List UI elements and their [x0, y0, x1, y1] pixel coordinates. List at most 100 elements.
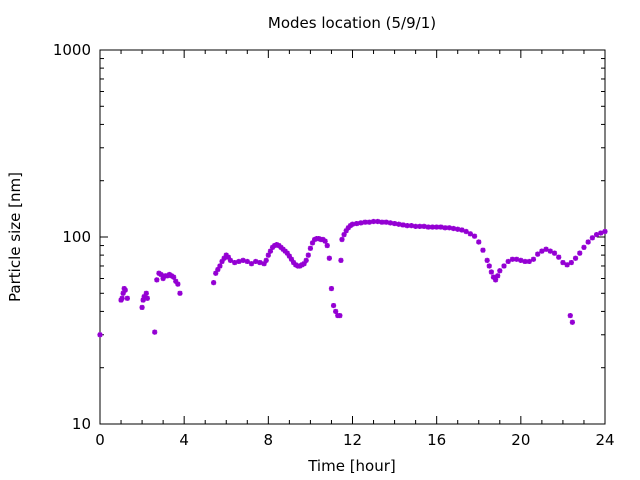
plot-frame — [99, 49, 606, 425]
data-point — [263, 257, 269, 263]
data-point — [154, 277, 160, 283]
data-point — [160, 275, 166, 282]
data-point — [280, 246, 286, 252]
data-point — [413, 223, 419, 229]
data-point — [408, 223, 415, 229]
data-point — [354, 220, 360, 227]
data-point — [564, 262, 570, 268]
data-point — [326, 255, 332, 261]
data-point — [303, 257, 309, 263]
data-point — [362, 219, 368, 225]
data-point — [124, 295, 130, 301]
data-point — [467, 231, 473, 237]
data-point — [560, 259, 566, 266]
data-point — [514, 256, 520, 262]
data-point — [585, 239, 591, 245]
data-point — [375, 218, 381, 225]
data-point — [370, 218, 377, 225]
x-axis-label: Time [hour] — [307, 457, 396, 475]
data-point — [276, 242, 282, 249]
data-point — [581, 244, 587, 250]
data-point — [274, 242, 280, 248]
x-tick-label: 0 — [95, 431, 105, 449]
data-point — [221, 255, 227, 261]
data-point — [593, 231, 600, 238]
data-point — [492, 277, 499, 283]
data-point — [522, 258, 528, 265]
data-point — [225, 254, 231, 260]
data-point — [450, 225, 457, 232]
data-point — [530, 256, 537, 262]
data-point — [459, 227, 465, 233]
y-tick-label: 1000 — [53, 41, 91, 59]
data-point — [175, 281, 181, 287]
data-point — [404, 223, 410, 229]
data-point — [338, 257, 344, 263]
x-tick-label: 24 — [595, 431, 614, 449]
data-point — [343, 228, 349, 234]
data-point — [387, 220, 393, 226]
data-point — [421, 223, 427, 229]
data-point — [144, 295, 150, 301]
data-point — [438, 224, 444, 230]
x-tick-label: 12 — [343, 431, 362, 449]
data-point — [486, 263, 492, 269]
data-point — [120, 290, 126, 296]
x-tick-label: 16 — [427, 431, 446, 449]
data-point — [497, 268, 503, 274]
data-point — [248, 261, 255, 267]
data-point — [446, 225, 452, 231]
data-point — [290, 259, 297, 266]
data-point — [391, 220, 398, 227]
data-point — [602, 228, 608, 235]
x-tick-label: 8 — [264, 431, 274, 449]
data-point — [455, 226, 461, 232]
data-point — [288, 256, 295, 262]
data-point — [471, 233, 478, 239]
data-point — [267, 248, 274, 254]
data-point — [396, 221, 402, 227]
data-point — [535, 251, 541, 257]
data-point — [345, 225, 351, 231]
data-point — [282, 248, 288, 254]
data-point — [307, 245, 314, 251]
data-point — [223, 252, 229, 258]
data-point — [379, 219, 385, 225]
data-point — [567, 312, 573, 319]
data-point — [177, 290, 183, 296]
data-point — [278, 244, 284, 250]
data-point — [211, 280, 217, 286]
data-point — [383, 219, 389, 225]
data-point — [141, 294, 147, 300]
data-point — [572, 255, 579, 261]
data-point — [488, 269, 494, 275]
data-point — [305, 252, 311, 258]
data-point — [505, 258, 511, 265]
data-point — [312, 236, 318, 243]
chart-title: Modes location (5/9/1) — [268, 14, 436, 32]
data-point — [143, 290, 149, 296]
data-point — [119, 295, 125, 301]
data-point — [171, 274, 177, 280]
data-point — [589, 235, 595, 241]
data-point — [495, 273, 501, 279]
data-point — [261, 261, 267, 267]
y-tick-label: 100 — [62, 228, 91, 246]
data-point — [173, 278, 179, 284]
data-point — [257, 259, 263, 266]
data-point — [366, 219, 372, 225]
data-point — [316, 236, 322, 242]
data-point — [269, 244, 276, 250]
data-points — [97, 218, 608, 338]
data-point — [568, 259, 574, 266]
data-point — [97, 332, 103, 338]
data-point — [539, 248, 545, 254]
data-point — [244, 258, 250, 265]
data-point — [330, 302, 337, 309]
data-point — [484, 257, 490, 263]
y-tick-label: 10 — [72, 415, 91, 433]
data-point — [265, 252, 271, 258]
data-point — [213, 270, 219, 276]
data-point — [598, 230, 604, 236]
data-point — [309, 240, 316, 246]
